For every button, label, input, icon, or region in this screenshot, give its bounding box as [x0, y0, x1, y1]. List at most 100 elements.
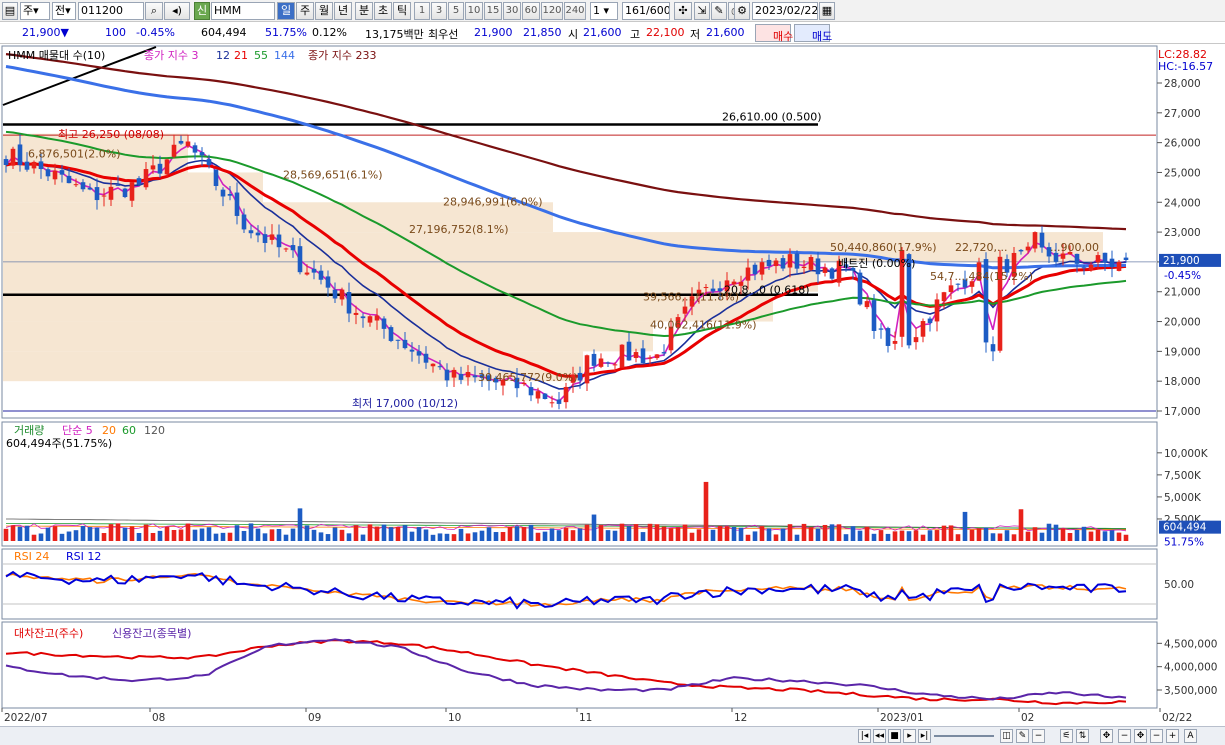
volume-bar: [339, 529, 345, 541]
vp-annotation: 28,946,991(6.0%): [443, 195, 543, 208]
interval-120[interactable]: 120: [541, 2, 563, 20]
fib2-annotation: 20,8...0 (0.618): [724, 284, 810, 297]
fib-annotation: 26,610.00 (0.500): [722, 110, 822, 123]
date-tick-label: 10: [448, 712, 461, 724]
volume-bar: [332, 527, 338, 541]
interval-60[interactable]: 60: [522, 2, 540, 20]
plus-icon[interactable]: +: [1166, 729, 1179, 743]
menu-icon[interactable]: ▤: [2, 2, 18, 20]
compare-icon[interactable]: ⇅: [1076, 729, 1089, 743]
hc-label: HC:-16.57: [1158, 60, 1213, 73]
bottom-bar: |◂ ◂◂ ■ ▸ ▸| ◫ ✎ − ⚟ ⇅ ✥ − ✥ − + A: [0, 726, 1225, 745]
interval-1[interactable]: 1: [414, 2, 430, 20]
tab-second-label: 초: [377, 4, 389, 17]
sell-button[interactable]: 매도: [794, 24, 833, 43]
code-input[interactable]: 011200: [78, 2, 144, 20]
search-icon[interactable]: ⌕: [145, 2, 163, 20]
date-tick-label: 2023/01: [880, 712, 924, 724]
candle-body: [115, 184, 121, 186]
volume-bar: [374, 526, 380, 541]
fit-icon[interactable]: ⇲: [694, 2, 710, 20]
volume-bar: [269, 529, 275, 541]
tab-week[interactable]: 주: [296, 2, 314, 20]
volume-bar: [108, 524, 114, 541]
volume-bar: [654, 524, 660, 541]
candle-body: [213, 169, 219, 187]
volume-bar: [227, 532, 233, 541]
volume-bar: [311, 529, 317, 541]
volume-bar: [10, 525, 16, 541]
candle-body: [801, 266, 807, 268]
volume-bar: [59, 533, 65, 541]
prev-icon[interactable]: ◂◂: [873, 729, 886, 743]
draw-icon[interactable]: ✎: [711, 2, 727, 20]
volume-bar: [1004, 530, 1010, 541]
volume-bar: [38, 533, 44, 541]
interval-5[interactable]: 5: [448, 2, 464, 20]
volume-bar: [465, 533, 471, 541]
candle-body: [59, 170, 65, 175]
position-field[interactable]: 161/600: [622, 2, 670, 20]
volume-bar: [794, 534, 800, 541]
text-icon[interactable]: A: [1184, 729, 1197, 743]
candle-body: [52, 170, 58, 180]
candle-body: [808, 256, 814, 270]
rsi-panel[interactable]: [1, 548, 1158, 620]
zoom-icon[interactable]: ◫: [1000, 729, 1013, 743]
buy-button[interactable]: 매수: [755, 24, 793, 43]
lend-panel[interactable]: [1, 621, 1158, 709]
market-select[interactable]: 주▾: [20, 2, 50, 20]
minus2-icon[interactable]: −: [1150, 729, 1163, 743]
candle-body: [129, 182, 135, 201]
interval-3[interactable]: 3: [431, 2, 447, 20]
price-legend: HMM 매물대 수(10): [8, 49, 105, 62]
volume-bar: [472, 532, 478, 541]
next-icon[interactable]: ▸: [903, 729, 916, 743]
chart-type-icon[interactable]: ⚟: [1060, 729, 1073, 743]
date-field[interactable]: 2023/02/22: [752, 2, 818, 20]
tab-tick-label: 틱: [396, 4, 408, 17]
tab-tick[interactable]: 틱: [393, 2, 411, 20]
calendar-icon[interactable]: ▦: [819, 2, 835, 20]
tab-year[interactable]: 년: [334, 2, 352, 20]
prev-select[interactable]: 전▾: [52, 2, 76, 20]
scroll-track[interactable]: [934, 735, 994, 737]
tab-day[interactable]: 일: [277, 2, 295, 20]
tool-icon[interactable]: ✎: [1016, 729, 1029, 743]
candle-body: [696, 289, 702, 294]
price-tick-label: 26,000: [1164, 138, 1201, 150]
volume-bar: [612, 530, 618, 541]
interval-30[interactable]: 30: [503, 2, 521, 20]
price-tick-label: 18,000: [1164, 376, 1201, 388]
move2-icon[interactable]: ✥: [1134, 729, 1147, 743]
volume-bar: [115, 523, 121, 541]
gear-icon[interactable]: ⚙: [734, 2, 750, 20]
zoom-out-icon[interactable]: −: [1032, 729, 1045, 743]
move-icon[interactable]: ✥: [1100, 729, 1113, 743]
volume-bar: [1018, 509, 1024, 541]
candle-body: [185, 141, 191, 147]
tab-second[interactable]: 초: [374, 2, 392, 20]
sell-label: 매도: [812, 30, 833, 43]
candles: [3, 134, 1129, 410]
crosshair-icon[interactable]: ✣: [674, 2, 692, 20]
count-select[interactable]: 1 ▾: [590, 2, 618, 20]
stop-icon[interactable]: ■: [888, 729, 901, 743]
sound-icon[interactable]: ◂): [164, 2, 190, 20]
current-pct-label: -0.45%: [1164, 270, 1201, 282]
interval-240[interactable]: 240: [564, 2, 586, 20]
volume-bar: [745, 534, 751, 541]
first-icon[interactable]: |◂: [858, 729, 871, 743]
tab-month[interactable]: 월: [315, 2, 333, 20]
volume-bar: [3, 528, 9, 541]
volume-bar: [1109, 530, 1115, 541]
interval-15[interactable]: 15: [484, 2, 502, 20]
interval-10[interactable]: 10: [465, 2, 483, 20]
chart-canvas[interactable]: 28,00027,00026,00025,00024,00023,00022,0…: [0, 44, 1225, 726]
volume-bar: [766, 528, 772, 541]
last-icon[interactable]: ▸|: [918, 729, 931, 743]
name-field[interactable]: HMM: [211, 2, 275, 20]
volume-bar: [521, 527, 527, 541]
tab-minute[interactable]: 분: [355, 2, 373, 20]
minus-icon[interactable]: −: [1118, 729, 1131, 743]
